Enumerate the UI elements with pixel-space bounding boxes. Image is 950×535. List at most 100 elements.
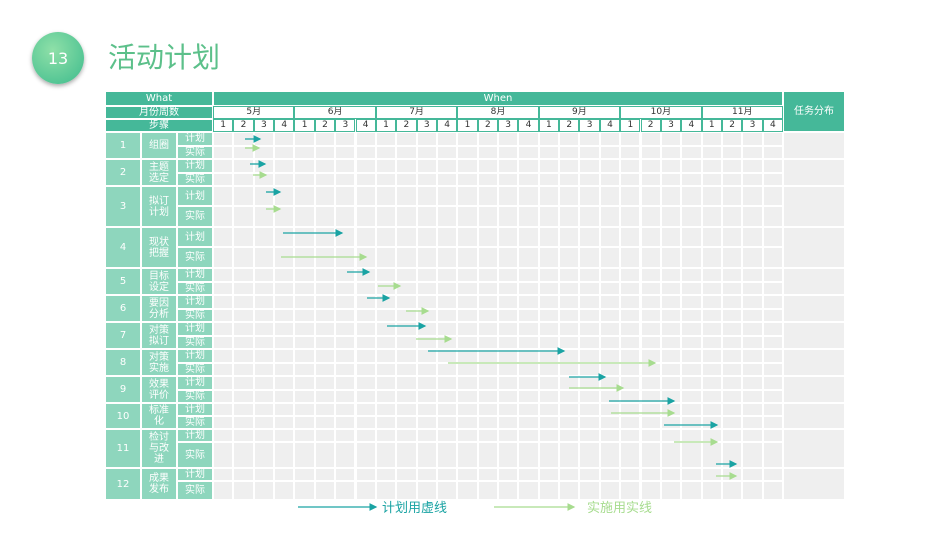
step-number: 1	[105, 132, 141, 159]
grid-cell	[559, 322, 580, 336]
plan-label: 计划	[177, 268, 213, 282]
grid-cell	[498, 416, 519, 429]
grid-cell	[294, 268, 315, 282]
month: 6月	[294, 106, 376, 119]
month: 8月	[457, 106, 539, 119]
grid-cell	[599, 159, 621, 173]
grid-cell	[436, 281, 458, 295]
grid-cell	[396, 145, 417, 159]
grid-cell	[701, 227, 722, 247]
grid-cell	[274, 403, 295, 416]
grid-cell	[559, 159, 580, 173]
grid-cell	[701, 403, 722, 416]
grid-cell	[233, 186, 254, 206]
grid-cell	[742, 172, 763, 186]
grid-cell	[498, 206, 519, 227]
grid-cell	[213, 349, 234, 363]
grid-cell	[314, 429, 336, 442]
grid-cell	[599, 468, 621, 481]
grid-cell	[457, 145, 478, 159]
grid-cell	[559, 335, 580, 349]
grid-cell	[477, 442, 498, 468]
grid-cell	[233, 389, 254, 403]
grid-cell	[396, 429, 417, 442]
week: 1	[375, 119, 397, 132]
month: 7月	[375, 106, 458, 119]
grid-cell	[457, 416, 478, 429]
task-cell	[783, 429, 845, 468]
grid-cell	[335, 295, 356, 309]
grid-cell	[396, 227, 417, 247]
grid-cell	[457, 335, 478, 349]
grid-cell	[742, 159, 763, 173]
grid-cell	[335, 481, 356, 500]
grid-cell	[742, 481, 763, 500]
grid-cell	[314, 335, 336, 349]
grid-cell	[660, 132, 682, 146]
month-label: 月份周数	[105, 106, 213, 119]
grid-cell	[681, 186, 702, 206]
grid-cell	[620, 145, 641, 159]
grid-cell	[701, 186, 722, 206]
grid-cell	[640, 322, 661, 336]
grid-cell	[213, 172, 234, 186]
grid-cell	[721, 206, 743, 227]
step-name: 目标设定	[141, 268, 177, 295]
grid-cell	[396, 389, 417, 403]
grid-cell	[274, 389, 295, 403]
grid-cell	[457, 389, 478, 403]
grid-cell	[681, 322, 702, 336]
grid-cell	[335, 389, 356, 403]
grid-cell	[294, 295, 315, 309]
grid-cell	[436, 322, 458, 336]
grid-cell	[457, 322, 478, 336]
grid-cell	[335, 308, 356, 322]
grid-cell	[294, 335, 315, 349]
week: 1	[701, 119, 722, 132]
grid-cell	[436, 362, 458, 376]
step-number: 10	[105, 403, 141, 429]
grid-cell	[742, 362, 763, 376]
grid-cell	[660, 349, 682, 363]
grid-cell	[498, 403, 519, 416]
grid-cell	[233, 468, 254, 481]
grid-cell	[579, 308, 600, 322]
grid-cell	[721, 227, 743, 247]
grid-cell	[681, 159, 702, 173]
grid-cell	[579, 145, 600, 159]
grid-cell	[660, 172, 682, 186]
grid-cell	[213, 159, 234, 173]
task-cell	[783, 376, 845, 403]
week: 3	[253, 119, 275, 132]
grid-cell	[294, 227, 315, 247]
step-number: 12	[105, 468, 141, 500]
grid-cell	[701, 349, 722, 363]
grid-cell	[436, 186, 458, 206]
grid-cell	[274, 145, 295, 159]
grid-cell	[742, 186, 763, 206]
grid-cell	[477, 281, 498, 295]
grid-cell	[620, 322, 641, 336]
grid-cell	[762, 268, 783, 282]
grid-cell	[660, 335, 682, 349]
grid-cell	[721, 389, 743, 403]
grid-cell	[762, 145, 783, 159]
grid-cell	[213, 389, 234, 403]
grid-cell	[355, 206, 376, 227]
month: 11月	[701, 106, 783, 119]
grid-cell	[436, 206, 458, 227]
grid-cell	[375, 481, 397, 500]
grid-cell	[355, 481, 376, 500]
week: 2	[314, 119, 336, 132]
grid-cell	[436, 145, 458, 159]
grid-cell	[274, 481, 295, 500]
grid-cell	[681, 132, 702, 146]
grid-cell	[314, 389, 336, 403]
grid-cell	[253, 308, 275, 322]
grid-cell	[375, 308, 397, 322]
grid-cell	[701, 281, 722, 295]
grid-cell	[620, 281, 641, 295]
grid-cell	[518, 322, 539, 336]
grid-cell	[294, 281, 315, 295]
grid-cell	[518, 349, 539, 363]
